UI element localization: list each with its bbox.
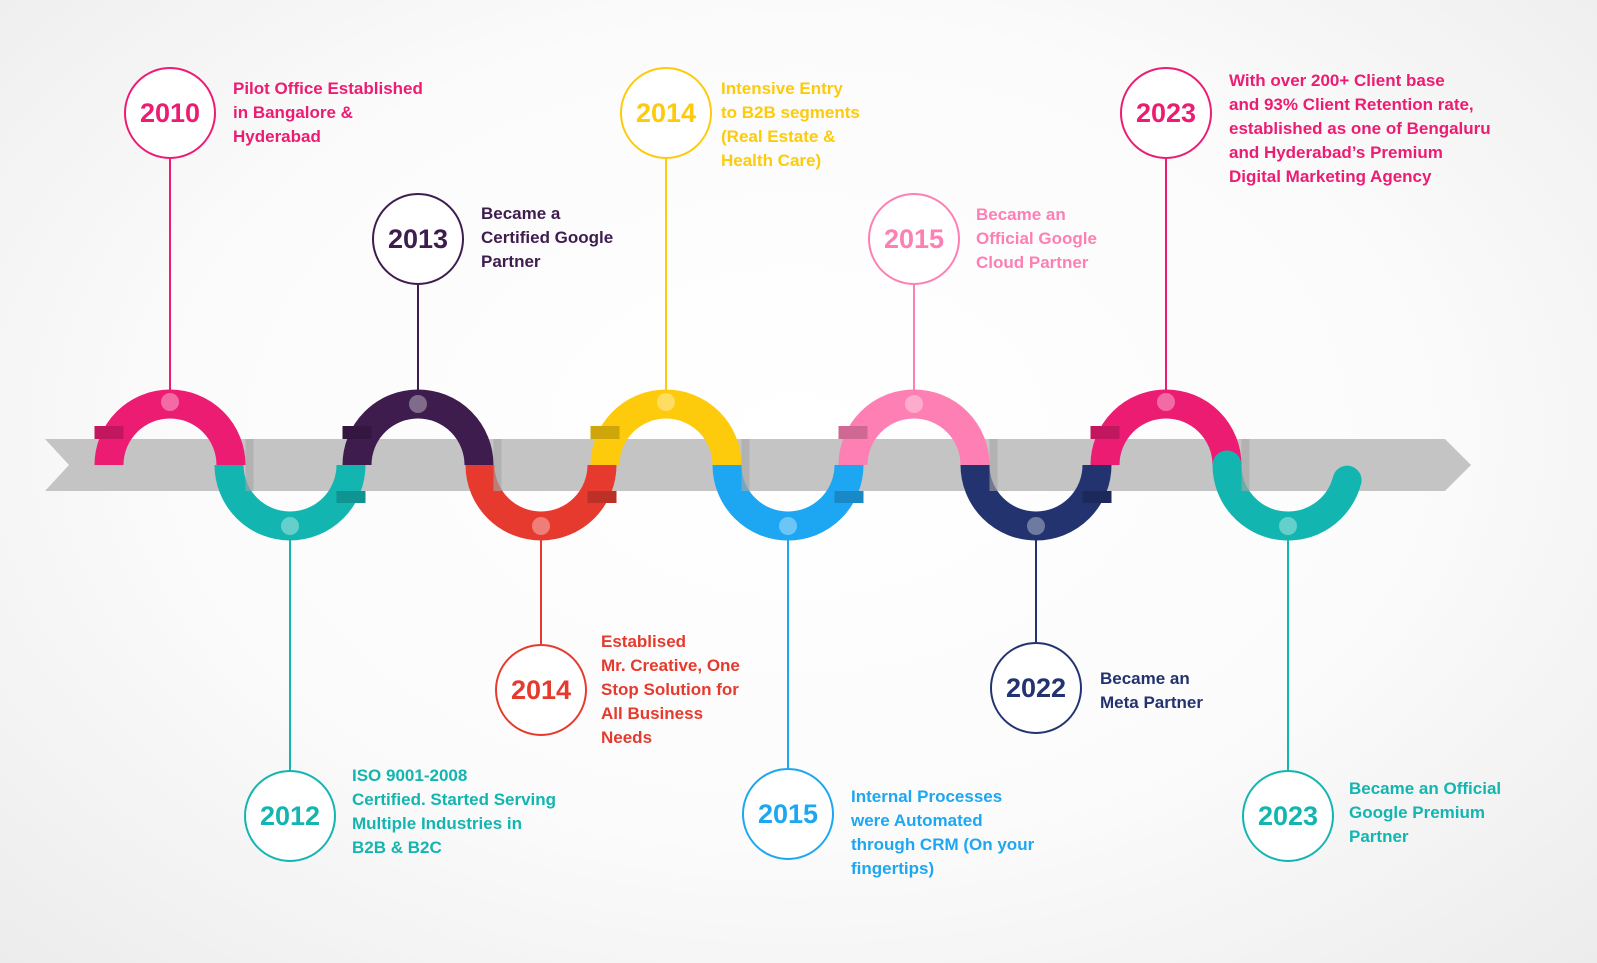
wave-arc-bottom-4: [1212, 450, 1362, 541]
arc-dot-9: [1279, 517, 1297, 535]
arc-dot-7: [1027, 517, 1045, 535]
arc-dot-4: [657, 393, 675, 411]
milestone-description-line: (Real Estate &: [721, 127, 836, 146]
arc-dot-8: [1157, 393, 1175, 411]
milestone-description-line: Intensive Entry: [721, 79, 843, 98]
milestone-description-line: Establised: [601, 632, 687, 651]
milestone-description-line: in Bangalore &: [233, 103, 353, 122]
wave-arc-tuck-3: [838, 426, 868, 439]
year-badge: 2023: [1120, 67, 1212, 159]
milestone-description-line: Partner: [481, 252, 541, 271]
wave-arc-tuck-4: [1090, 426, 1120, 439]
milestone-description-line: With over 200+ Client base: [1229, 71, 1445, 90]
milestone-description-line: Became an: [1100, 669, 1190, 688]
milestone-description: Internal Processes were Automated through …: [851, 785, 1034, 881]
milestone-description-line: Official Google: [976, 229, 1097, 248]
milestone-description-line: Pilot Office Established: [233, 79, 423, 98]
arc-dot-6: [905, 395, 923, 413]
band-shadow-2: [741, 439, 750, 491]
milestone-description: Became an Official Google Premium Partner: [1349, 777, 1501, 849]
milestone-description-line: Hyderabad: [233, 127, 321, 146]
band-shadow-4: [1241, 439, 1250, 491]
milestone-description: Pilot Office Established in Bangalore & Hy…: [233, 77, 423, 149]
milestone-description-line: Meta Partner: [1100, 693, 1203, 712]
milestone-description-line: established as one of Bengaluru: [1229, 119, 1491, 138]
milestone-description-line: through CRM (On your: [851, 835, 1035, 854]
arc-dot-2: [409, 395, 427, 413]
milestone-description-line: Needs: [601, 728, 653, 747]
milestone-description-line: Became a: [481, 204, 561, 223]
milestone-description-line: Became an: [976, 205, 1066, 224]
year-badge: 2010: [124, 67, 216, 159]
milestone-description: ISO 9001-2008 Certified. Started Serving M…: [352, 764, 556, 860]
wave-arc-tuck-bottom-0: [336, 491, 366, 503]
band-shadow-0: [245, 439, 254, 491]
year-badge: 2012: [244, 770, 336, 862]
milestone-description-line: fingertips): [851, 859, 935, 878]
arc-dot-3: [532, 517, 550, 535]
milestone-description-line: Cloud Partner: [976, 253, 1089, 272]
milestone-description-line: All Business: [601, 704, 704, 723]
milestone-description-line: Digital Marketing Agency: [1229, 167, 1432, 186]
milestone-description: Became a Certified Google Partner: [481, 202, 613, 274]
milestone-description-line: to B2B segments: [721, 103, 860, 122]
arc-dot-1: [281, 517, 299, 535]
milestone-description: Became an Official Google Cloud Partner: [976, 203, 1097, 275]
milestone-description-line: Became an Official: [1349, 779, 1502, 798]
milestone-description-line: and Hyderabad’s Premium: [1229, 143, 1443, 162]
milestone-description-line: Partner: [1349, 827, 1409, 846]
milestone-description-line: Certified. Started Serving: [352, 790, 557, 809]
milestone-description: With over 200+ Client base and 93% Client…: [1229, 69, 1491, 189]
milestone-description-line: B2B & B2C: [352, 838, 442, 857]
band-shadow-1: [493, 439, 502, 491]
milestone-description-line: Internal Processes: [851, 787, 1003, 806]
wave-arc-tuck-1: [342, 426, 372, 439]
milestone-description-line: were Automated: [851, 811, 983, 830]
year-badge: 2014: [495, 644, 587, 736]
arc-dot-5: [779, 517, 797, 535]
year-badge: 2014: [620, 67, 712, 159]
milestone-description-line: Health Care): [721, 151, 822, 170]
milestone-description-line: Stop Solution for: [601, 680, 739, 699]
year-badge: 2015: [742, 768, 834, 860]
milestone-description-line: ISO 9001-2008: [352, 766, 468, 785]
milestone-description-line: Google Premium: [1349, 803, 1486, 822]
wave-arc-tuck-2: [590, 426, 620, 439]
timeline-arrow: [45, 439, 1471, 491]
milestone-description-line: Multiple Industries in: [352, 814, 523, 833]
milestone-description: Intensive Entry to B2B segments (Real Esta…: [721, 77, 860, 173]
wave-arc-tuck-bottom-1: [587, 491, 617, 503]
band-shadow-3: [989, 439, 998, 491]
year-badge: 2022: [990, 642, 1082, 734]
year-badge: 2013: [372, 193, 464, 285]
milestone-description-line: and 93% Client Retention rate,: [1229, 95, 1474, 114]
wave-arc-tuck-bottom-3: [1082, 491, 1112, 503]
milestone-description-line: Certified Google: [481, 228, 614, 247]
year-badge: 2023: [1242, 770, 1334, 862]
wave-arc-tuck-0: [94, 426, 124, 439]
milestone-description: Became an Meta Partner: [1100, 667, 1203, 715]
year-badge: 2015: [868, 193, 960, 285]
arc-dot-0: [161, 393, 179, 411]
wave-arc-tuck-bottom-2: [834, 491, 864, 503]
milestone-description: Establised Mr. Creative, One Stop Solution…: [601, 630, 740, 750]
milestone-description-line: Mr. Creative, One: [601, 656, 740, 675]
